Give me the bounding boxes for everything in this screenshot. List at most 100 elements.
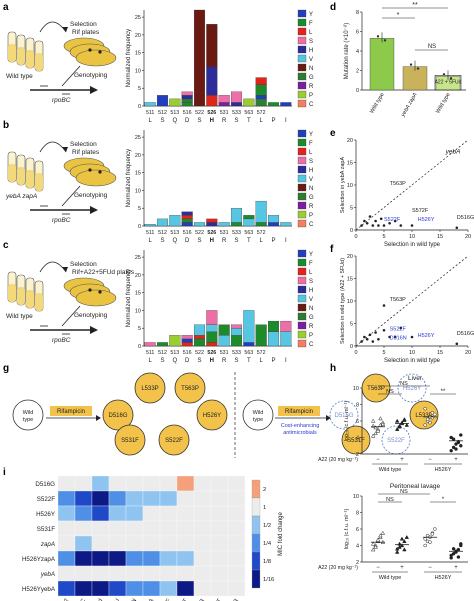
cfu-point	[375, 428, 381, 433]
bar-segment	[255, 77, 267, 85]
bar-segment	[230, 102, 243, 107]
cfu-point	[454, 447, 458, 451]
legend-swatch	[297, 330, 307, 339]
colorbar-tick: 1/8	[263, 559, 271, 565]
heatmap-cell	[159, 505, 178, 522]
legend-label: G	[309, 315, 314, 321]
codon-label: 516	[183, 110, 192, 116]
heatmap-cell	[74, 475, 93, 492]
heatmap-cell	[57, 505, 76, 522]
bar-segment	[267, 215, 280, 223]
heatmap-cell	[227, 535, 246, 552]
codon-label: 526	[207, 230, 216, 236]
genotyping-arrow	[61, 185, 81, 207]
heatmap-cell	[227, 475, 246, 492]
culture-liquid	[35, 173, 43, 191]
culture-liquid	[8, 284, 16, 302]
cfu-point	[423, 423, 427, 427]
cfu-point	[456, 547, 461, 552]
legend-label: F	[309, 261, 313, 267]
heatmap-cell	[74, 490, 93, 507]
colorbar-tick: 1/2	[263, 523, 271, 529]
y-tick-label: 6	[356, 527, 359, 533]
heatmap-cell	[193, 490, 212, 507]
residue-label: I	[285, 118, 287, 124]
heatmap-cell	[159, 475, 178, 492]
heatmap-cell	[108, 580, 127, 597]
heatmap-cell	[74, 520, 93, 537]
plates-label: Rif+A22+5FUd plates	[72, 269, 135, 276]
cfu-point	[433, 412, 437, 417]
legend-label: S	[309, 159, 313, 165]
residue-label: S	[197, 238, 201, 244]
genotyping-label: Genotyping	[74, 312, 108, 319]
legend-swatch	[297, 249, 307, 258]
bar-segment	[193, 9, 206, 107]
y-tick-label: 25	[135, 135, 141, 141]
residue-label: H	[210, 358, 214, 364]
bar-segment	[218, 335, 230, 347]
bar-segment	[206, 324, 218, 332]
legend-label: V	[309, 177, 313, 183]
enhancer-label: antimicrobials	[283, 430, 317, 436]
heatmap-cell	[91, 580, 110, 597]
bar-segment	[181, 342, 193, 347]
heatmap-cell	[193, 550, 212, 567]
legend-label: N	[309, 66, 313, 72]
heatmap-cell	[176, 475, 195, 492]
scatter-point	[393, 335, 397, 339]
faded-mutant-node-label: D516G	[334, 413, 353, 419]
bar-chart-0: 0 5 10 15 20 25 Normalized frequency 511 512 513 5…	[126, 9, 314, 124]
heatmap-cell	[159, 550, 178, 567]
scatter-point	[363, 219, 366, 223]
mutant-node	[114, 424, 146, 456]
sig-label: NS	[386, 389, 394, 395]
panel-i-heatmap: D516G S522F H526Y S531F zapA H526YzapA yebA H52…	[22, 475, 284, 601]
heatmap-cell	[91, 565, 110, 582]
heatmap-cell	[142, 520, 161, 537]
y-tick-label: 20	[347, 254, 353, 260]
panel-letter-c: c	[3, 240, 9, 251]
residue-label: L	[259, 118, 263, 124]
wild-type-label: Wild	[253, 410, 264, 416]
column-label: NOR	[229, 598, 241, 601]
heatmap-cell	[57, 520, 76, 537]
wild-type-label: type	[23, 417, 33, 423]
residue-label: T	[247, 238, 251, 244]
scatter-point	[368, 215, 372, 218]
residue-label: Q	[172, 358, 177, 364]
scatter-point	[377, 337, 380, 341]
cfu-point	[449, 448, 453, 453]
heatmap-cell	[125, 505, 144, 522]
cfu-point	[370, 418, 376, 423]
panel-letter-f: f	[330, 244, 334, 255]
legend-label: C	[309, 222, 314, 228]
colony	[98, 50, 102, 54]
plates-label: Rif plates	[72, 29, 100, 36]
heatmap-cell	[210, 520, 229, 537]
legend-swatch	[297, 339, 307, 348]
bar-segment	[144, 224, 156, 227]
scatter-point	[365, 337, 369, 341]
y-tick-label: 0	[356, 88, 359, 94]
bar-segment	[181, 338, 193, 343]
faded-mutant-node	[329, 400, 359, 430]
bar-segment	[243, 98, 255, 107]
colony	[88, 168, 92, 172]
legend-swatch	[297, 183, 307, 192]
bar-segment	[181, 335, 193, 340]
heatmap-cell	[142, 490, 161, 507]
heatmap-cell	[193, 580, 212, 597]
heatmap-cell	[91, 475, 110, 492]
selection-label: Selection	[70, 261, 97, 268]
codon-label: 513	[170, 110, 179, 116]
heatmap-cell	[210, 475, 229, 492]
heatmap-cell	[176, 505, 195, 522]
legend-label: P	[309, 213, 313, 219]
sig-label: NS	[400, 381, 408, 387]
heatmap-cell	[142, 535, 161, 552]
bar-chart-2: 0 5 10 15 20 25 Normalized frequency 511 512 513 5…	[126, 249, 314, 364]
culture-liquid	[26, 290, 34, 308]
mutant-node	[102, 399, 134, 431]
gene-label: rpoBC	[52, 97, 71, 104]
